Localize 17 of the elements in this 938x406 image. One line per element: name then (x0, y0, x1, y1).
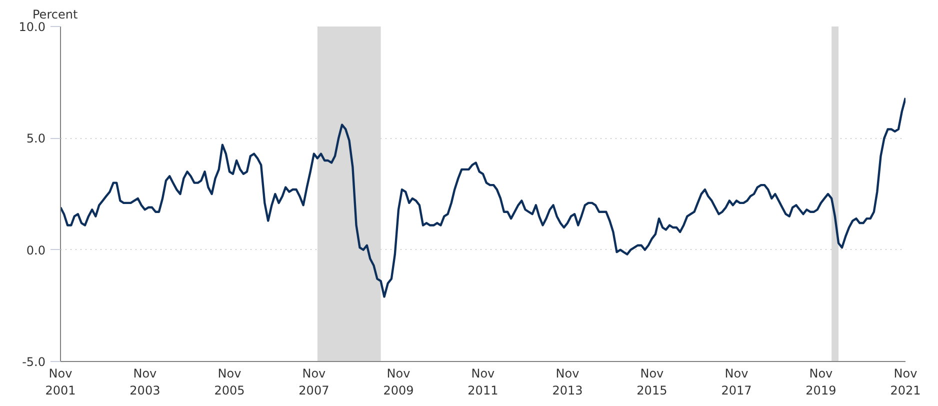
x-tick-label: Nov 2019 (806, 366, 836, 398)
x-tick-label: Nov 2003 (130, 366, 160, 398)
x-tick-label: Nov 2013 (552, 366, 583, 398)
line-series (60, 96, 906, 298)
y-tick-label: 0.0 (26, 243, 46, 258)
x-tick-label: Nov 2001 (45, 366, 76, 398)
x-tick-label: Nov 2011 (468, 366, 498, 398)
y-tick-label: 5.0 (26, 132, 46, 146)
y-tick-label: 10.0 (18, 20, 46, 34)
x-tick-label: Nov 2009 (383, 366, 414, 398)
x-tick-label: Nov 2005 (214, 366, 245, 398)
y-axis-title: Percent (32, 8, 78, 22)
x-tick-label: Nov 2021 (890, 366, 921, 398)
x-tick-label: Nov 2017 (721, 366, 752, 398)
x-tick-label: Nov 2007 (298, 366, 330, 398)
x-tick-label: Nov 2015 (636, 366, 668, 398)
y-tick-label: -5.0 (22, 355, 46, 369)
